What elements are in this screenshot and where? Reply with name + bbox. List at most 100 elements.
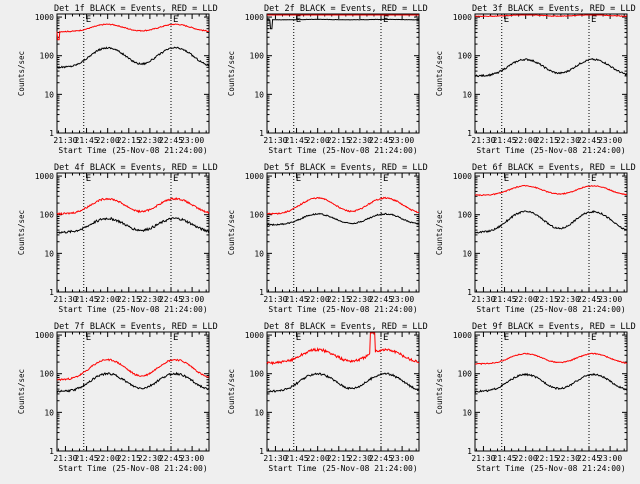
x-tick-label: 22:00 xyxy=(306,295,330,304)
x-tick-label: 22:45 xyxy=(577,454,601,463)
y-tick-label: 100 xyxy=(40,370,55,379)
detector-panel-1: Det 1f BLACK = Events, RED = LLD 1 10 100 10… xyxy=(17,4,218,155)
series-line-lld xyxy=(266,196,420,216)
y-tick-label: 1000 xyxy=(245,13,264,22)
x-tick-label: 22:45 xyxy=(159,295,183,304)
x-tick-label: 22:45 xyxy=(369,136,393,145)
x-tick-label: 22:15 xyxy=(117,295,141,304)
x-tick-label: 21:45 xyxy=(285,295,309,304)
detector-panel-7: Det 7f BLACK = Events, RED = LLD 1 10 100 10… xyxy=(17,322,218,473)
x-tick-label: 21:30 xyxy=(471,136,495,145)
y-tick-label: 10 xyxy=(254,249,264,258)
event-marker-label: E xyxy=(296,174,301,184)
plot-frame xyxy=(56,331,210,452)
series-line-lld xyxy=(56,197,210,216)
y-axis-label: Counts/sec xyxy=(227,210,236,255)
event-marker-label: E xyxy=(504,15,509,25)
x-tick-label: 21:30 xyxy=(263,136,287,145)
y-tick-label: 1 xyxy=(467,129,472,138)
panel-title: Det 6f BLACK = Events, RED = LLD xyxy=(472,163,636,173)
event-marker-label: E xyxy=(86,174,91,184)
x-tick-label: 22:45 xyxy=(577,136,601,145)
x-tick-label: 22:30 xyxy=(138,136,162,145)
y-tick-label: 100 xyxy=(40,211,55,220)
series-line-lld xyxy=(56,358,210,382)
x-tick-label: 23:00 xyxy=(180,454,204,463)
panel-title: Det 4f BLACK = Events, RED = LLD xyxy=(54,163,218,173)
panel-title: Det 3f BLACK = Events, RED = LLD xyxy=(472,4,636,14)
series-line-events xyxy=(266,372,420,393)
y-tick-label: 1000 xyxy=(35,331,54,340)
x-tick-label: 22:15 xyxy=(535,136,559,145)
y-tick-label: 100 xyxy=(458,52,473,61)
x-tick-label: 21:30 xyxy=(471,295,495,304)
event-marker-label: E xyxy=(173,174,178,184)
x-axis-label: Start Time (25-Nov-08 21:24:00) xyxy=(268,305,417,314)
x-tick-label: 22:30 xyxy=(556,295,580,304)
panel-title: Det 5f BLACK = Events, RED = LLD xyxy=(264,163,428,173)
y-tick-label: 10 xyxy=(44,249,54,258)
x-tick-label: 22:00 xyxy=(306,454,330,463)
detector-panel-6: Det 6f BLACK = Events, RED = LLD 1 10 100 10… xyxy=(435,163,636,314)
plot-frame xyxy=(266,172,420,293)
y-axis-label: Counts/sec xyxy=(17,369,26,414)
plot-frame xyxy=(474,13,628,134)
y-tick-label: 1 xyxy=(259,288,264,297)
y-tick-label: 1 xyxy=(49,288,54,297)
series-line-events xyxy=(56,46,210,69)
y-tick-label: 10 xyxy=(254,408,264,417)
x-tick-label: 21:30 xyxy=(471,454,495,463)
y-tick-label: 1 xyxy=(259,447,264,456)
series-line-events xyxy=(474,58,628,78)
series-line-lld xyxy=(474,184,628,197)
x-axis-label: Start Time (25-Nov-08 21:24:00) xyxy=(58,464,207,473)
x-axis-label: Start Time (25-Nov-08 21:24:00) xyxy=(476,305,625,314)
detector-panel-3: Det 3f BLACK = Events, RED = LLD 1 10 100 10… xyxy=(435,4,636,155)
y-tick-label: 100 xyxy=(40,52,55,61)
y-tick-label: 1000 xyxy=(453,13,472,22)
plot-frame xyxy=(56,13,210,134)
x-tick-label: 21:45 xyxy=(493,454,517,463)
x-axis-label: Start Time (25-Nov-08 21:24:00) xyxy=(268,146,417,155)
x-axis-label: Start Time (25-Nov-08 21:24:00) xyxy=(58,146,207,155)
y-tick-label: 1000 xyxy=(453,172,472,181)
y-tick-label: 10 xyxy=(44,90,54,99)
series-line-lld xyxy=(266,332,420,366)
x-tick-label: 21:45 xyxy=(75,136,99,145)
x-tick-label: 21:45 xyxy=(285,136,309,145)
x-tick-label: 22:45 xyxy=(159,136,183,145)
y-axis-label: Counts/sec xyxy=(17,51,26,96)
x-tick-label: 21:30 xyxy=(53,136,77,145)
x-tick-label: 22:15 xyxy=(535,454,559,463)
x-tick-label: 21:30 xyxy=(263,454,287,463)
plot-frame xyxy=(474,331,628,452)
x-axis-label: Start Time (25-Nov-08 21:24:00) xyxy=(268,464,417,473)
y-axis-label: Counts/sec xyxy=(435,51,444,96)
series-line-events xyxy=(267,18,419,30)
y-tick-label: 1000 xyxy=(35,13,54,22)
x-tick-label: 23:00 xyxy=(390,136,414,145)
x-tick-label: 21:45 xyxy=(285,454,309,463)
detector-panel-9: Det 9f BLACK = Events, RED = LLD 1 10 100 10… xyxy=(435,322,636,473)
event-marker-label: E xyxy=(173,333,178,343)
x-tick-label: 21:30 xyxy=(53,454,77,463)
x-tick-label: 22:30 xyxy=(556,136,580,145)
panel-title: Det 9f BLACK = Events, RED = LLD xyxy=(472,322,636,332)
x-axis-label: Start Time (25-Nov-08 21:24:00) xyxy=(58,305,207,314)
series-line-events xyxy=(474,372,628,394)
event-marker-label: E xyxy=(86,333,91,343)
x-tick-label: 22:30 xyxy=(348,454,372,463)
y-axis-label: Counts/sec xyxy=(435,210,444,255)
x-tick-label: 21:45 xyxy=(493,136,517,145)
event-marker-label: E xyxy=(86,15,91,25)
x-tick-label: 23:00 xyxy=(598,454,622,463)
panel-title: Det 7f BLACK = Events, RED = LLD xyxy=(54,322,218,332)
y-tick-label: 10 xyxy=(44,408,54,417)
y-axis-label: Counts/sec xyxy=(227,51,236,96)
y-axis-label: Counts/sec xyxy=(17,210,26,255)
series-line-events xyxy=(266,212,420,226)
y-tick-label: 1000 xyxy=(453,331,472,340)
y-tick-label: 10 xyxy=(462,90,472,99)
x-tick-label: 21:45 xyxy=(493,295,517,304)
panel-title: Det 1f BLACK = Events, RED = LLD xyxy=(54,4,218,14)
